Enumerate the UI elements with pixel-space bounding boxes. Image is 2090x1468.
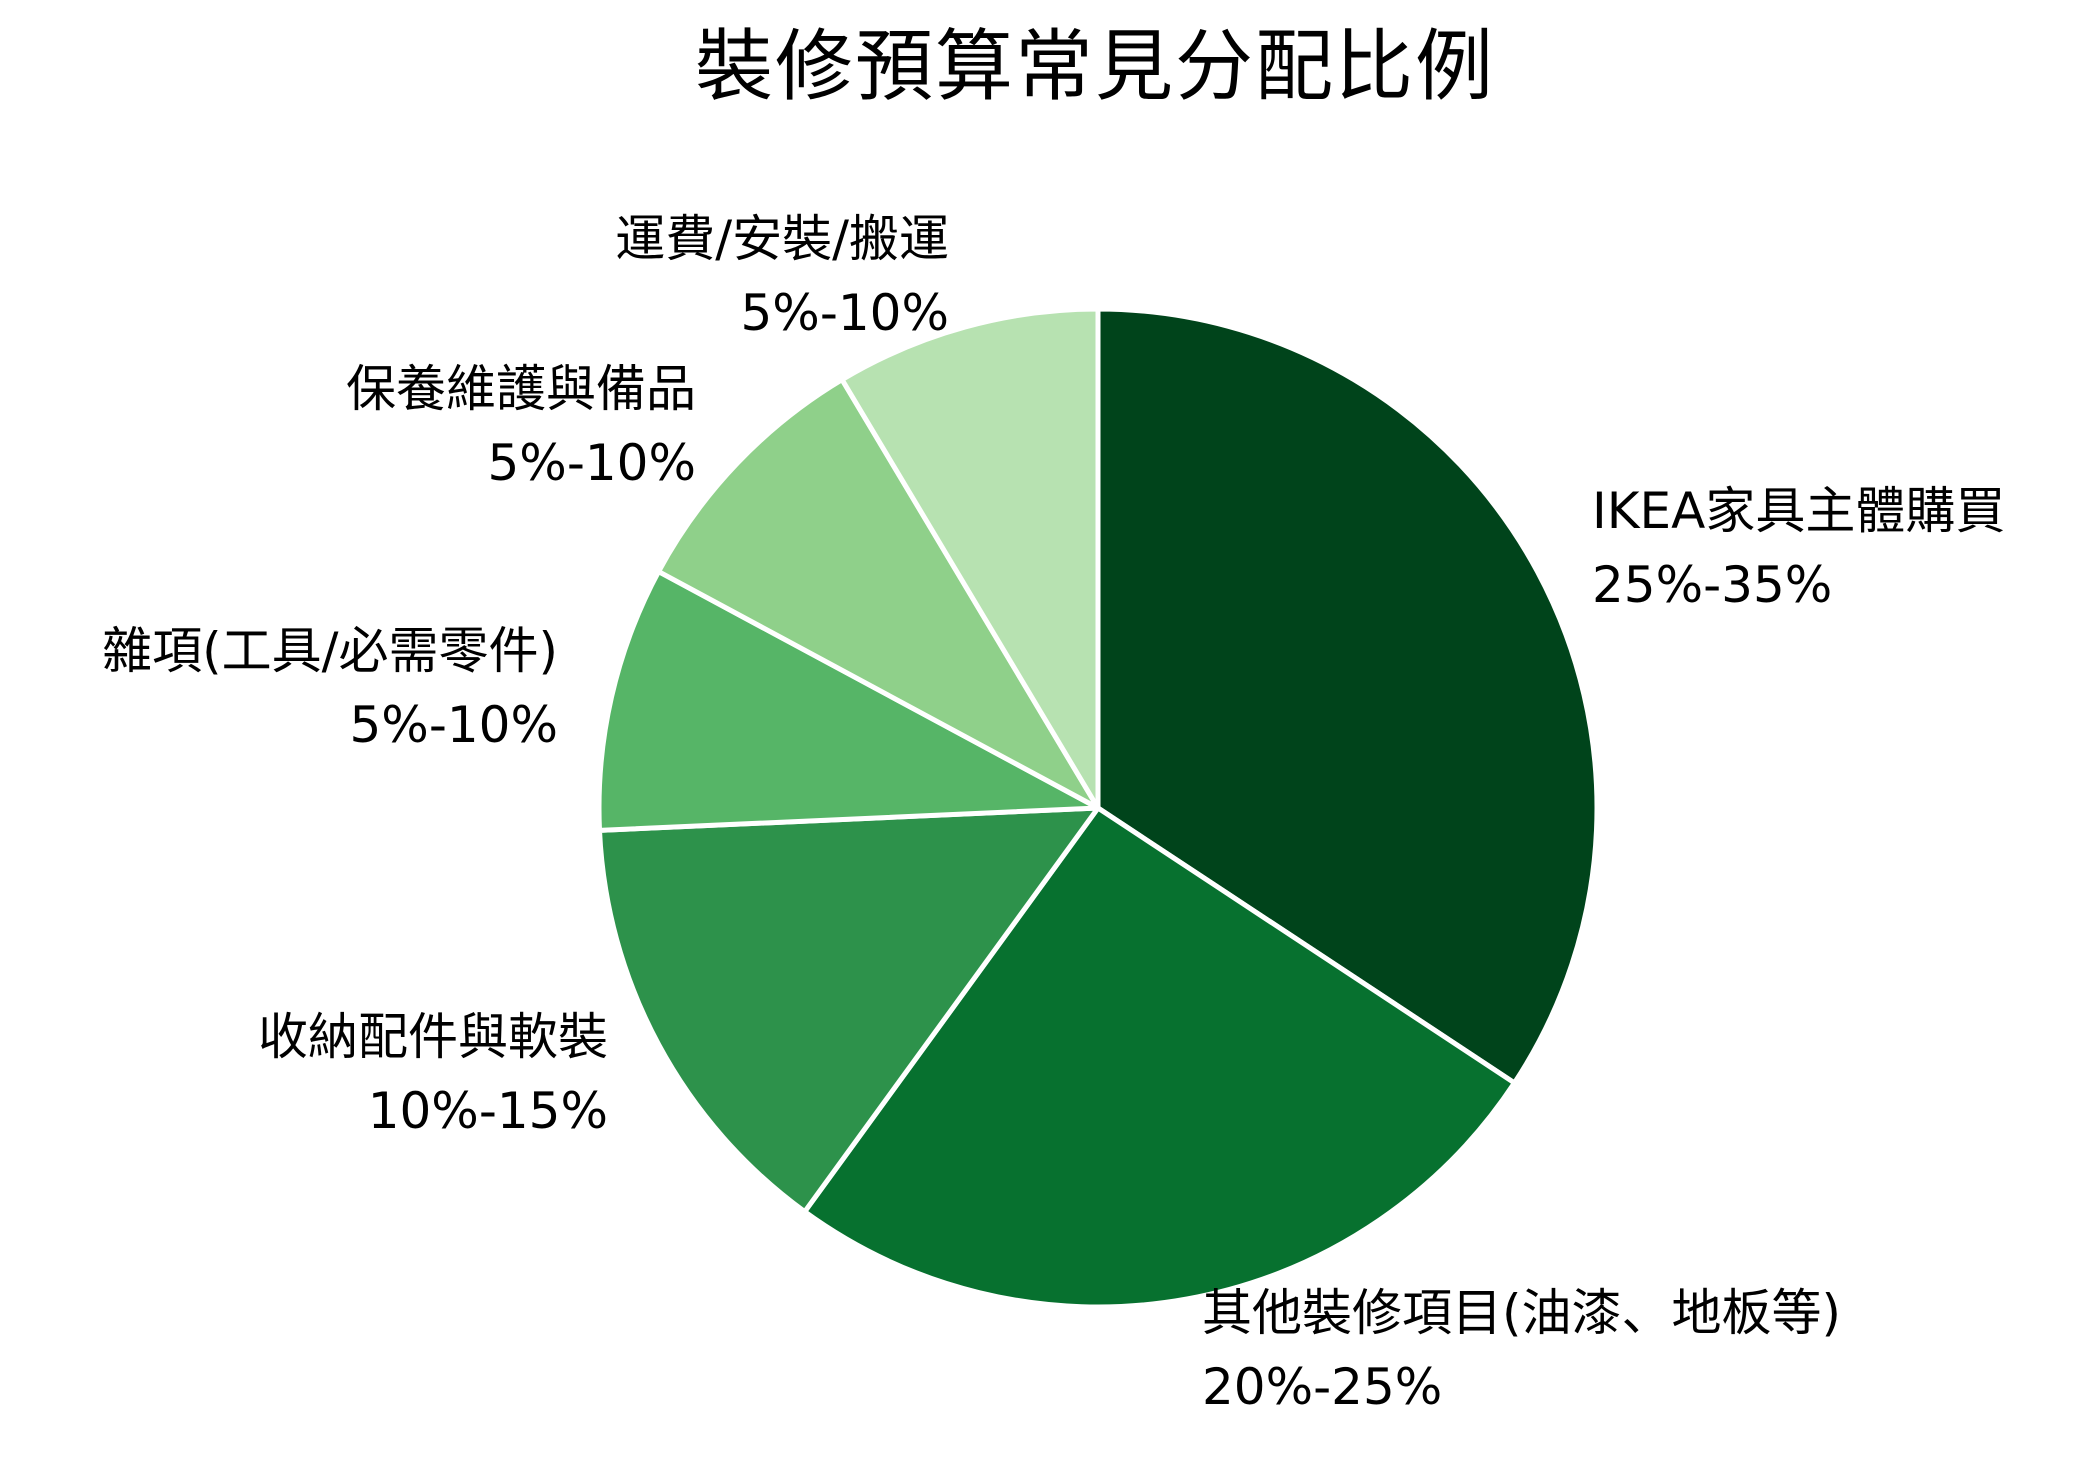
pie-slices xyxy=(596,306,1600,1310)
slice-label-range: 5%-10% xyxy=(487,434,697,492)
slice-label-storage-decor: 收納配件與軟裝 10%-15% xyxy=(258,1000,608,1148)
slice-label-name: IKEA家具主體購買 xyxy=(1592,482,2006,540)
pie-slice xyxy=(839,306,1101,811)
slice-label-range: 25%-35% xyxy=(1592,556,1833,614)
slice-label-ikea-furniture: IKEA家具主體購買 25%-35% xyxy=(1592,474,2005,622)
slice-label-name: 保養維護與備品 xyxy=(346,360,696,418)
pie-slice xyxy=(597,805,1101,1215)
slice-label-range: 20%-25% xyxy=(1202,1358,1443,1416)
slice-label-range: 5%-10% xyxy=(740,284,950,342)
chart-title: 裝修預算常見分配比例 xyxy=(694,22,1495,112)
slice-label-name: 其他裝修項目(油漆、地板等) xyxy=(1202,1284,1842,1342)
slice-label-range: 10%-15% xyxy=(367,1082,608,1140)
slice-label-misc-tools: 雜項(工具/必需零件) 5%-10% xyxy=(102,614,558,762)
pie-slice xyxy=(656,377,1101,811)
slice-label-name: 雜項(工具/必需零件) xyxy=(102,622,558,680)
slice-label-name: 收納配件與軟裝 xyxy=(258,1008,608,1066)
pie-slice xyxy=(596,569,1101,833)
slice-label-shipping-install: 運費/安裝/搬運 5%-10% xyxy=(615,202,949,350)
slice-label-maintenance: 保養維護與備品 5%-10% xyxy=(346,352,696,500)
slice-label-name: 運費/安裝/搬運 xyxy=(615,210,949,268)
slice-label-range: 5%-10% xyxy=(349,696,559,754)
slice-label-other-renovation: 其他裝修項目(油漆、地板等) 20%-25% xyxy=(1202,1276,1841,1424)
pie-slice xyxy=(802,805,1517,1310)
